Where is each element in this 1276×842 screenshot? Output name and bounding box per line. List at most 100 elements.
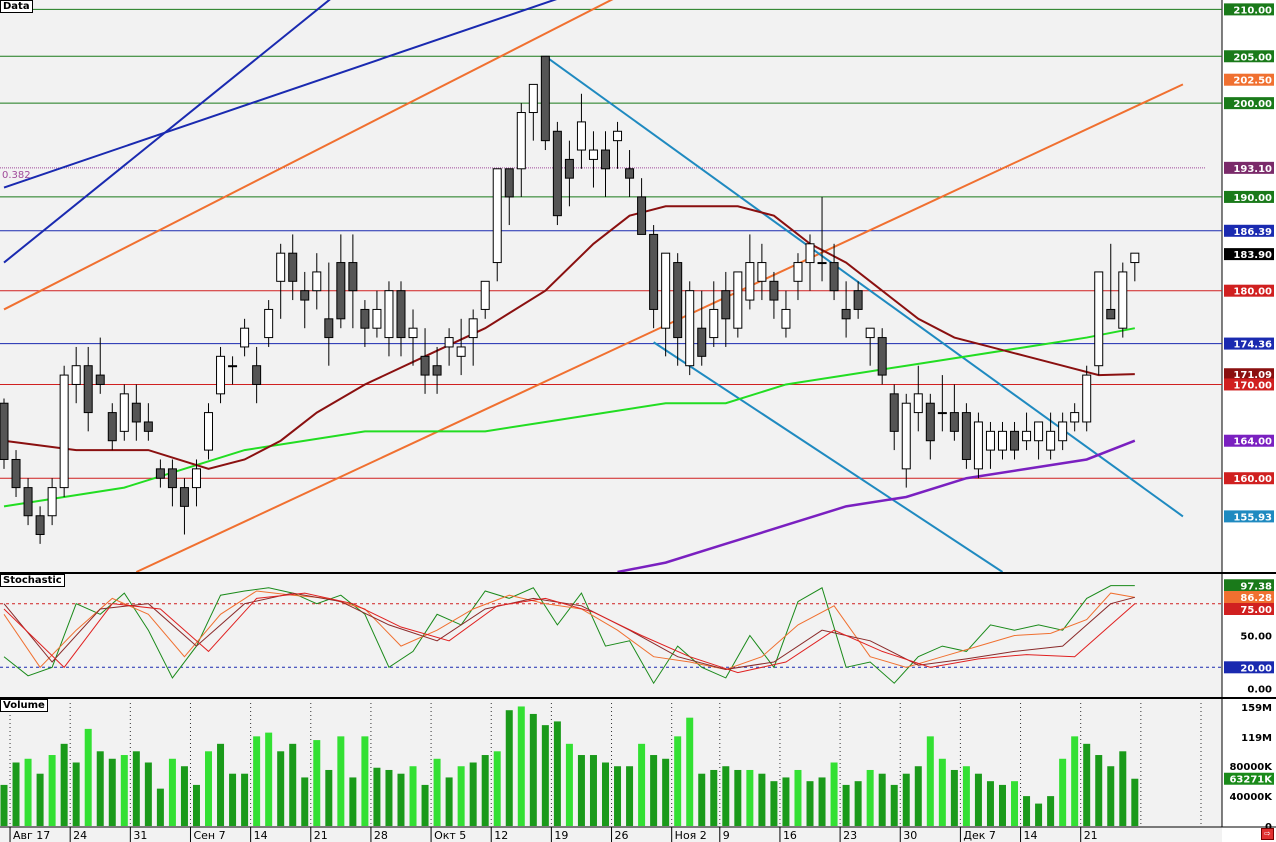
price-axis-tag	[1224, 73, 1274, 86]
candle	[613, 130, 623, 142]
volume-bar	[493, 751, 501, 826]
candle	[11, 458, 21, 489]
candle	[1094, 271, 1104, 367]
stochastic-axis-tick-label: 97.38	[1240, 581, 1272, 592]
volume-bar	[914, 766, 922, 826]
volume-bar	[24, 758, 32, 826]
volume-bar	[72, 762, 80, 826]
candle	[757, 262, 767, 282]
volume-bar	[878, 773, 886, 826]
candle	[396, 290, 406, 339]
stochastic-axis-tick-label: 50.00	[1240, 632, 1272, 643]
volume-bar	[481, 755, 489, 826]
candle	[204, 412, 214, 451]
volume-axis-tick-label: 80000K	[1229, 762, 1273, 773]
candle	[1118, 271, 1128, 329]
stochastic-fast	[3, 585, 1135, 685]
moving-average-green	[3, 327, 1136, 508]
candle	[649, 233, 659, 310]
price-axis-tag	[1224, 368, 1274, 381]
volume-bar	[722, 766, 730, 826]
volume-bar	[265, 732, 273, 826]
candle	[143, 421, 153, 432]
volume-bar	[1047, 796, 1055, 826]
volume-bar	[48, 755, 56, 826]
volume-bar	[0, 784, 8, 826]
candle	[817, 262, 827, 265]
expand-icon[interactable]: ⇨	[1261, 828, 1274, 840]
price-axis-tag	[1224, 224, 1274, 237]
volume-bar	[650, 755, 658, 826]
x-tick-label: 28	[374, 829, 388, 842]
candle	[949, 412, 959, 432]
price-axis-tick-label: 193.10	[1233, 164, 1272, 175]
candle	[456, 346, 466, 357]
volume-bar	[373, 767, 381, 826]
volume-bar	[397, 773, 405, 826]
stochastic-axis-tick-label: 20.00	[1240, 663, 1272, 674]
candle	[0, 402, 9, 460]
volume-bar	[1095, 755, 1103, 826]
volume-bar	[553, 721, 561, 826]
stochastic-pane-label: Stochastic	[0, 574, 65, 587]
candle	[1010, 430, 1020, 451]
price-axis-tag	[1224, 284, 1274, 297]
trendline	[653, 341, 1004, 572]
volume-bar	[662, 758, 670, 826]
candle	[71, 365, 81, 385]
volume-bar	[505, 710, 513, 826]
volume-bar	[686, 717, 694, 826]
volume-bar	[1107, 766, 1115, 826]
candle	[1130, 252, 1140, 264]
candle	[300, 290, 310, 301]
volume-bar	[1059, 758, 1067, 826]
volume-bar	[132, 751, 140, 826]
candle	[372, 308, 382, 329]
candle	[83, 365, 93, 414]
x-tick-label: 23	[843, 829, 857, 842]
candle	[901, 402, 911, 470]
volume-bar	[313, 740, 321, 826]
volume-bar	[565, 743, 573, 826]
candle	[468, 318, 478, 339]
candle	[841, 308, 851, 320]
candle	[252, 365, 262, 385]
candle	[312, 271, 322, 292]
stochastic-axis-tag	[1224, 661, 1274, 674]
x-tick-label: 26	[615, 829, 629, 842]
candle	[661, 252, 671, 329]
candle	[384, 290, 394, 339]
volume-bar	[241, 773, 249, 826]
volume-axis-tag	[1224, 772, 1274, 785]
volume-bar	[529, 713, 537, 826]
candle	[625, 168, 635, 179]
volume-bar	[770, 781, 778, 826]
price-axis-tag	[1224, 472, 1274, 485]
trendline	[3, 0, 331, 264]
stochastic-axis-tag	[1224, 602, 1274, 615]
volume-bar	[854, 781, 862, 826]
volume-bar	[289, 743, 297, 826]
candle	[336, 262, 346, 320]
volume-axis-tick-label: 40000K	[1229, 792, 1273, 803]
candle	[733, 271, 743, 329]
volume-axis-tick-label: 159M	[1241, 703, 1272, 714]
candle	[23, 487, 33, 517]
price-axis-tag	[1224, 434, 1274, 447]
x-tick-label: 14	[254, 829, 268, 842]
candle	[155, 468, 165, 479]
volume-axis-tick-label: 119M	[1241, 733, 1272, 744]
candle	[1082, 374, 1092, 423]
volume-axis-tick-label: 0	[1265, 822, 1272, 833]
candle	[516, 112, 526, 170]
price-axis-tick-label: 186.39	[1233, 227, 1272, 238]
volume-bar	[60, 743, 68, 826]
candle	[552, 130, 562, 217]
volume-bar	[409, 766, 417, 826]
volume-bar	[36, 773, 44, 826]
candle	[1022, 430, 1032, 442]
volume-bar	[1071, 736, 1079, 826]
price-axis-tick-label: 174.36	[1233, 340, 1272, 351]
candle	[829, 262, 839, 292]
price-axis-tick-label: 183.90	[1233, 250, 1272, 261]
